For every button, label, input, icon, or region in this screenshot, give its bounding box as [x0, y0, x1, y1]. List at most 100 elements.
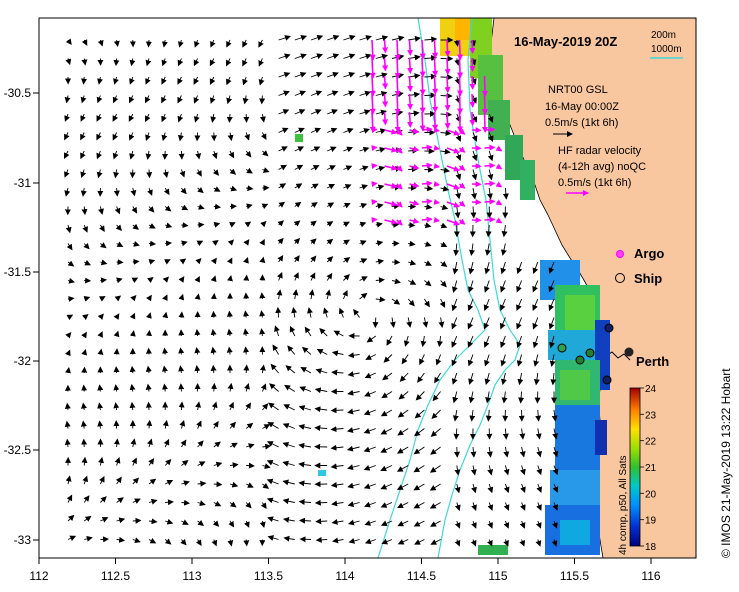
current-vector: [164, 479, 174, 486]
current-vector: [65, 58, 72, 66]
current-vector: [132, 223, 140, 230]
current-vector: [226, 328, 233, 337]
current-vector: [347, 371, 360, 378]
perth-marker: [624, 347, 634, 357]
current-vector: [80, 113, 86, 122]
current-vector: [413, 465, 425, 473]
current-vector: [327, 146, 337, 153]
current-vector: [213, 221, 221, 228]
current-vector: [161, 58, 168, 67]
current-vector: [343, 257, 351, 264]
current-vector: [129, 383, 136, 392]
current-vector: [242, 76, 248, 86]
hf-vector: [396, 129, 403, 136]
current-vector: [243, 346, 250, 355]
current-vector: [380, 409, 393, 417]
current-vector: [165, 240, 173, 247]
current-vector: [193, 113, 200, 123]
current-vector: [484, 261, 491, 275]
current-vector: [375, 203, 384, 209]
current-vector: [310, 183, 319, 190]
current-vector: [535, 539, 542, 547]
current-vector: [424, 260, 432, 266]
current-vector: [316, 349, 328, 355]
current-vector: [304, 326, 312, 337]
current-vector: [83, 242, 90, 250]
current-vector: [146, 419, 153, 429]
current-vector: [227, 539, 234, 547]
current-vector: [424, 241, 432, 247]
hf-vector: [371, 181, 378, 188]
hf-vector: [382, 39, 389, 54]
current-vector: [386, 335, 393, 346]
hf-vector: [444, 75, 451, 94]
hf-vector: [495, 217, 503, 224]
current-vector: [414, 409, 425, 419]
current-vector: [552, 446, 559, 458]
current-vector: [429, 465, 441, 473]
current-vector: [486, 446, 493, 458]
hf-vector: [481, 111, 488, 133]
current-vector: [80, 132, 86, 141]
current-vector: [391, 35, 405, 42]
y-tick-label: -32: [14, 354, 32, 368]
current-vector: [310, 238, 317, 245]
current-vector: [307, 307, 313, 318]
current-vector: [413, 446, 425, 455]
current-vector: [177, 113, 184, 123]
current-vector: [430, 520, 441, 527]
current-vector: [163, 438, 170, 448]
current-vector: [229, 442, 238, 449]
current-vector: [162, 347, 169, 355]
hf-vector: [407, 39, 414, 56]
current-vector: [266, 441, 279, 448]
current-vector: [381, 391, 393, 399]
current-vector: [278, 90, 290, 97]
current-vector: [298, 405, 312, 411]
current-vector: [67, 535, 77, 542]
current-vector: [82, 475, 88, 485]
current-vector: [147, 438, 153, 448]
current-vector: [100, 496, 107, 503]
colorbar-tick-label: 21: [645, 463, 657, 474]
current-vector: [375, 109, 387, 116]
current-vector: [64, 402, 71, 411]
hf-vector: [419, 93, 426, 114]
current-vector: [293, 272, 299, 281]
current-vector: [145, 383, 152, 392]
current-vector: [519, 446, 526, 458]
current-vector: [210, 364, 217, 374]
current-vector: [262, 482, 270, 489]
current-vector: [391, 298, 401, 305]
current-vector: [470, 76, 477, 85]
current-vector: [96, 150, 103, 160]
current-vector: [424, 203, 433, 210]
current-vector: [145, 150, 152, 160]
current-vector: [262, 150, 269, 157]
current-vector: [516, 335, 523, 349]
current-vector: [359, 146, 370, 153]
current-vector: [516, 317, 523, 330]
current-vector: [532, 261, 539, 275]
current-vector: [382, 372, 393, 381]
hf-vector: [407, 93, 414, 110]
current-vector: [294, 90, 307, 97]
hf-vector: [433, 198, 440, 205]
current-vector: [470, 465, 477, 476]
hf-vector: [469, 39, 476, 54]
current-vector: [278, 183, 287, 190]
current-vector: [293, 220, 301, 227]
current-vector: [229, 168, 237, 175]
current-vector: [195, 150, 202, 160]
current-vector: [178, 383, 185, 392]
current-vector: [294, 71, 307, 78]
current-vector: [365, 354, 377, 360]
hf-vector: [446, 219, 460, 226]
hf-legend-line3: 0.5m/s (1kt 6h): [558, 177, 631, 189]
current-vector: [359, 292, 368, 300]
current-vector: [359, 258, 368, 264]
hf-vector: [382, 57, 389, 72]
current-vector: [326, 272, 333, 281]
y-axis: [33, 92, 39, 541]
current-vector: [146, 169, 153, 179]
